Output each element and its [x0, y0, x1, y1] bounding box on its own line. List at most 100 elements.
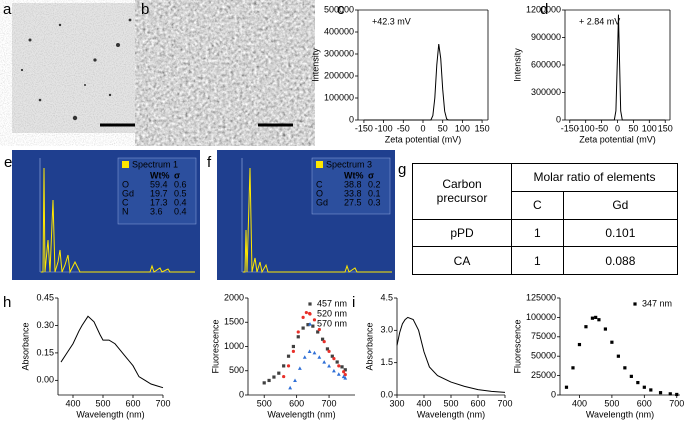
point — [603, 327, 608, 331]
y-tick-label: 100000 — [526, 312, 556, 322]
y-tick-label: 1500 — [224, 317, 244, 327]
point — [675, 392, 679, 397]
panel-label: e — [4, 154, 12, 171]
panel-label: c — [337, 1, 345, 18]
point — [277, 371, 281, 375]
point — [327, 349, 331, 353]
legend-label: 347 nm — [642, 298, 672, 308]
point — [262, 381, 266, 385]
chart: 0.00 0.15 0.30 0.45 400 500 600 700 Wavelength (… — [20, 292, 170, 419]
y-tick-label: 125000 — [526, 292, 556, 302]
edx-trace — [243, 167, 392, 274]
legend-marker — [308, 302, 312, 306]
y-tick-label: 500 — [229, 365, 244, 375]
point — [584, 325, 588, 329]
point — [343, 376, 348, 380]
y-tick-label: 900000 — [531, 32, 561, 42]
edx-cell: 27.5 — [344, 197, 362, 207]
edx-title: Spectrum 1 — [132, 159, 178, 169]
edx-cell: 0.5 — [174, 188, 187, 198]
point — [343, 373, 347, 377]
edx-cell: 59.4 — [150, 179, 168, 189]
line — [396, 316, 506, 393]
table-subheader: Gd — [562, 190, 679, 220]
edx-swatch — [316, 161, 323, 168]
x-tick-label: 500 — [604, 398, 619, 408]
point — [577, 342, 582, 347]
y-tick-label: 3.0 — [380, 325, 393, 335]
y-tick-label: 50000 — [531, 351, 556, 361]
point — [302, 355, 307, 359]
y-axis-label: Absorbance — [20, 322, 30, 370]
y-tick-label: 400000 — [324, 26, 354, 36]
y-tick-label: 25000 — [531, 370, 556, 380]
x-tick-label: 150 — [475, 123, 490, 133]
x-tick-label: -50 — [595, 123, 608, 133]
point — [649, 388, 653, 392]
edx-cell: 3.6 — [150, 206, 163, 216]
edx-cell: O — [122, 179, 129, 189]
point — [296, 330, 300, 334]
point — [301, 315, 305, 319]
point — [327, 363, 331, 368]
x-tick-label: 400 — [572, 398, 587, 408]
edx-cell: C — [316, 179, 323, 189]
panel-label: h — [3, 294, 11, 311]
ratio-table: Carbon precursor Molar ratio of elements … — [412, 163, 679, 275]
panel-label: f — [207, 154, 212, 171]
line — [363, 44, 483, 121]
y-tick-label: 0 — [239, 389, 244, 399]
edx-cell: Gd — [122, 188, 134, 198]
point — [322, 340, 326, 344]
x-tick-label: 700 — [669, 398, 684, 408]
edx-cell: 0.4 — [174, 197, 187, 207]
panel-label: b — [141, 1, 149, 18]
x-tick-label: 150 — [658, 123, 673, 133]
x-tick-label: 400 — [416, 398, 431, 408]
point — [594, 315, 598, 319]
point — [341, 374, 346, 379]
point — [312, 350, 317, 355]
x-tick-label: 600 — [289, 398, 304, 408]
x-tick-label: 700 — [155, 398, 170, 408]
particles — [20, 18, 132, 121]
point — [623, 366, 627, 370]
edx-cell: 0.2 — [368, 179, 381, 189]
point — [337, 364, 341, 368]
legend-marker — [633, 302, 637, 306]
y-tick-label: 600000 — [531, 59, 561, 69]
x-axis-label: Wavelength (nm) — [417, 409, 485, 419]
point — [291, 349, 295, 353]
table-cell: pPD — [412, 218, 512, 248]
edx-column: Wt% — [344, 170, 364, 180]
edx-cell: 0.3 — [368, 197, 381, 207]
point — [340, 365, 344, 369]
point — [342, 370, 346, 374]
point — [320, 337, 325, 341]
edx-cell: 17.3 — [150, 197, 168, 207]
x-tick-label: 500 — [257, 398, 272, 408]
point — [267, 378, 271, 383]
point — [307, 349, 312, 353]
edx-cell: O — [316, 188, 323, 198]
point — [286, 364, 291, 368]
point — [306, 323, 310, 327]
table-cell: CA — [412, 246, 512, 275]
x-axis-label: Wavelength (nm) — [76, 409, 144, 419]
legend-marker — [308, 312, 312, 316]
y-tick-label: 0.15 — [36, 347, 54, 357]
edx-cell: 0.6 — [174, 179, 187, 189]
point — [616, 354, 620, 358]
annotation: +42.3 mV — [372, 16, 411, 26]
x-tick-label: 700 — [322, 398, 337, 408]
x-tick-label: 100 — [455, 123, 470, 133]
x-tick-label: 50 — [438, 123, 448, 133]
point — [282, 364, 286, 368]
line — [60, 315, 164, 389]
x-tick-label: 700 — [497, 398, 512, 408]
x-tick-label: 500 — [95, 398, 110, 408]
micrograph — [150, 3, 300, 133]
point — [629, 374, 633, 378]
